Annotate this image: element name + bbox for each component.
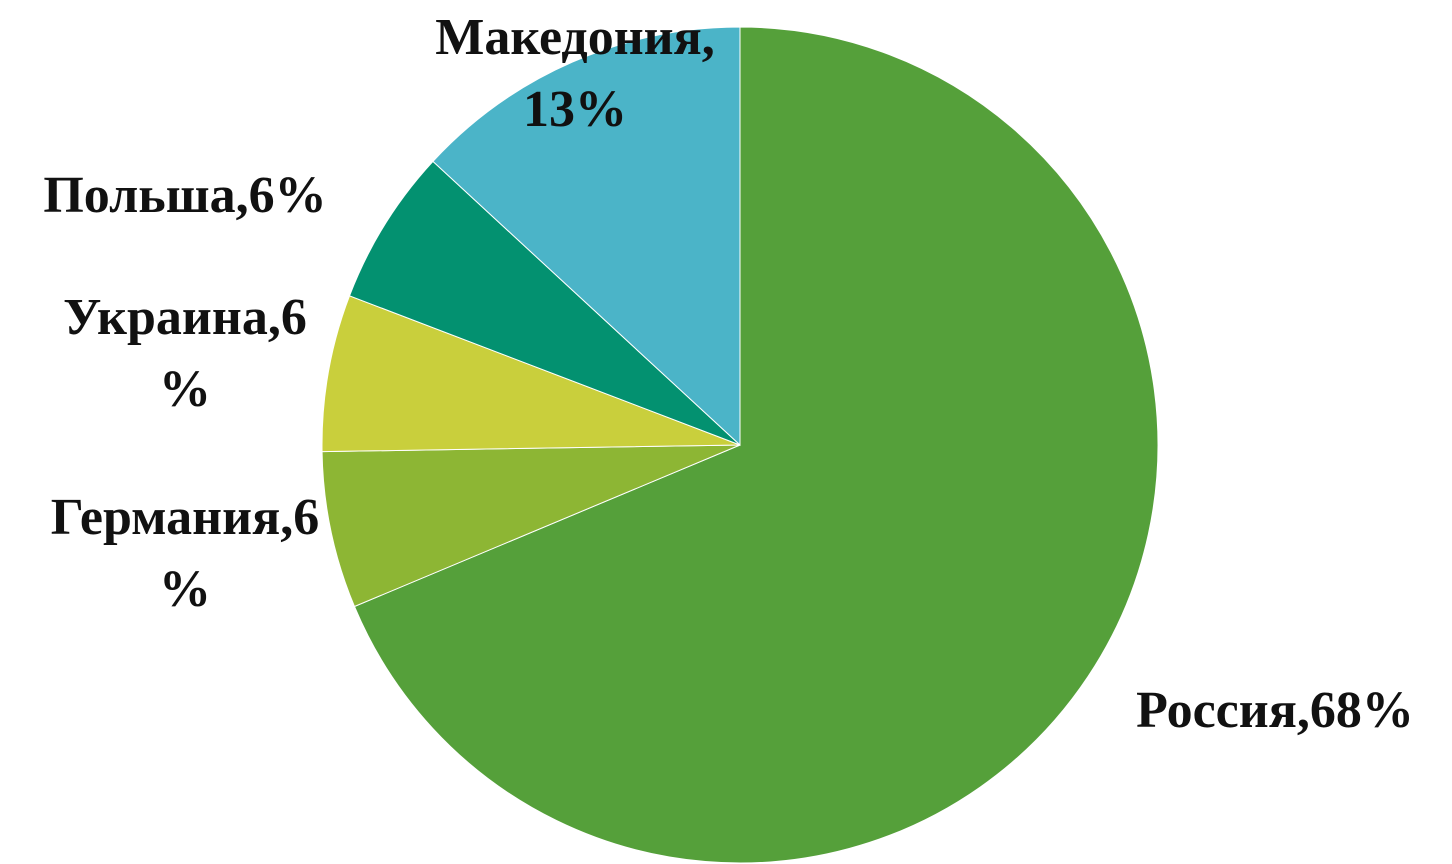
- pie-slice: [348, 160, 741, 446]
- data-label: Польша,6%: [43, 167, 326, 224]
- pie-slice: [321, 444, 741, 608]
- data-label-line: %: [159, 361, 211, 418]
- pie-slice: [321, 295, 741, 453]
- pie-slice: [432, 26, 741, 447]
- data-label-line: Украина,6: [63, 289, 307, 346]
- data-label-line: Македония,: [435, 9, 715, 66]
- data-label-line: %: [159, 561, 211, 618]
- data-label-line: Польша,6%: [43, 167, 326, 224]
- data-label: Украина,6%: [63, 289, 307, 418]
- data-label: Македония, 13%: [435, 9, 715, 138]
- data-label-line: Германия,6: [51, 489, 319, 546]
- data-label: Германия,6%: [51, 489, 319, 618]
- pie-slice: [353, 26, 1159, 864]
- data-label: Россия,68%: [1136, 682, 1414, 739]
- data-label-line: 13%: [523, 81, 627, 138]
- data-label-line: Россия,68%: [1136, 682, 1414, 739]
